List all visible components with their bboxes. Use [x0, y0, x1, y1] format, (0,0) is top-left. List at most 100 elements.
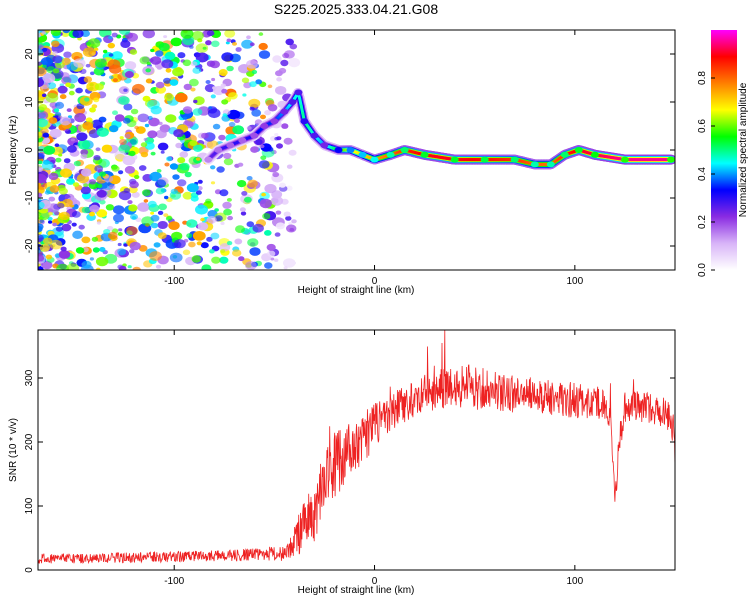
- spectrogram-noise-cell: [246, 59, 258, 69]
- spectrogram-noise-cell: [251, 109, 262, 117]
- x-tick-label: 0: [372, 276, 378, 287]
- spectrogram-noise-cell: [258, 32, 264, 36]
- spectrogram-noise-cell: [139, 56, 150, 65]
- spectrogram-noise-cell: [52, 51, 58, 56]
- snr-x-axis-label: Height of straight line (km): [298, 585, 415, 596]
- spectrogram-noise-cell: [261, 192, 266, 197]
- spectrogram-noise-cell: [113, 213, 124, 223]
- figure-title: S225.2025.333.04.21.G08: [274, 1, 438, 17]
- spectrogram-noise-cell: [227, 215, 234, 221]
- spectrogram-noise-cell: [158, 203, 168, 211]
- spectrogram-noise-cell: [58, 115, 63, 119]
- spectrogram-noise-cell: [54, 143, 60, 147]
- spectrogram-noise-cell: [163, 213, 169, 218]
- spectrogram-noise-cell: [248, 98, 261, 108]
- spectrogram-noise-cell: [129, 249, 135, 254]
- spectrogram-noise-cell: [186, 233, 193, 239]
- spectrogram-noise-cell: [200, 217, 205, 222]
- spectrogram-noise-cell: [170, 37, 182, 47]
- spectrogram-ridge-point: [260, 123, 269, 129]
- spectrogram-noise-cell: [283, 266, 288, 270]
- spectrogram-noise-cell: [38, 201, 45, 210]
- spectrogram-noise-cell: [114, 114, 125, 122]
- spectrogram-noise-cell: [38, 166, 43, 173]
- spectrogram-ridge-point: [250, 132, 259, 139]
- spectrogram-ridge-point: [288, 99, 297, 105]
- spectrogram-noise-cell: [38, 110, 49, 120]
- spectrogram-noise-cell: [42, 132, 49, 138]
- spectrogram-noise-cell: [50, 30, 62, 37]
- spectrogram-noise-cell: [172, 174, 180, 180]
- spectrogram-noise-cell: [155, 81, 165, 89]
- spectrogram-noise-cell: [74, 113, 86, 123]
- spectrogram-noise-cell: [264, 230, 272, 236]
- spectrogram-noise-cell: [38, 61, 42, 66]
- spectrogram-ridge-point: [400, 147, 409, 153]
- spectrogram-noise-cell: [132, 83, 145, 94]
- spectrogram-noise-cell: [226, 38, 232, 43]
- spectrogram-noise-cell: [232, 249, 242, 257]
- spectrogram-noise-cell: [140, 142, 148, 148]
- spectrogram-noise-cell: [190, 61, 198, 67]
- spectrogram-noise-cell: [165, 114, 177, 123]
- spectrogram-noise-cell: [124, 61, 137, 70]
- spectrogram-noise-cell: [94, 47, 99, 51]
- spectrogram-noise-cell: [259, 198, 272, 209]
- spectrogram-noise-cell: [249, 42, 255, 47]
- spectrogram-noise-cell: [251, 69, 258, 75]
- spectrogram-noise-cell: [39, 243, 50, 252]
- spectrogram-noise-cell: [145, 68, 151, 73]
- spectrogram-noise-cell: [58, 187, 68, 195]
- spectrogram-noise-cell: [57, 85, 68, 94]
- spectrogram-noise-cell: [262, 213, 271, 220]
- spectrogram-noise-cell: [105, 204, 114, 211]
- spectrogram-ridge-point: [386, 151, 395, 158]
- spectrogram-noise-cell: [55, 226, 63, 232]
- spectrogram-noise-cell: [211, 40, 220, 48]
- spectrogram-noise-cell: [148, 117, 160, 127]
- snr-line-layer: [38, 330, 675, 565]
- spectrogram-noise-cell: [96, 127, 109, 137]
- spectrogram-noise-cell: [82, 47, 96, 58]
- spectrogram-noise-cell: [117, 232, 123, 236]
- x-tick-label: -100: [164, 276, 184, 287]
- spectrogram-noise-cell: [38, 234, 44, 243]
- spectrogram-noise-cell: [96, 221, 101, 225]
- spectrogram-noise-cell: [247, 179, 258, 188]
- spectrogram-noise-cell: [197, 179, 203, 184]
- spectrogram-noise-cell: [247, 238, 259, 247]
- spectrogram-noise-cell: [169, 79, 179, 86]
- spectrogram-noise-cell: [274, 133, 279, 137]
- spectrogram-noise-cell: [38, 152, 45, 160]
- spectrogram-noise-cell: [52, 222, 57, 227]
- spectrogram-noise-cell: [226, 65, 234, 72]
- spectrogram-noise-cell: [172, 67, 184, 77]
- spectrogram-noise-cell: [195, 52, 209, 63]
- spectrogram-noise-cell: [99, 171, 106, 177]
- x-tick-label: 0: [372, 576, 378, 587]
- spectrogram-noise-cell: [264, 262, 273, 269]
- spectrogram-noise-cell: [118, 170, 124, 175]
- spectrogram-noise-cell: [164, 93, 174, 101]
- spectrogram-ridge-point: [204, 156, 213, 163]
- spectrogram-noise-cell: [82, 121, 94, 130]
- spectrogram-ridge-point: [510, 156, 519, 163]
- spectrogram-noise-cell: [73, 182, 80, 187]
- spectrogram-noise-cell: [272, 171, 280, 178]
- spectrogram-noise-cell: [43, 237, 53, 245]
- spectrogram-noise-cell: [71, 222, 77, 227]
- spectrogram-noise-cell: [195, 43, 209, 53]
- spectrogram-noise-cell: [120, 40, 131, 48]
- spectrogram-noise-cell: [145, 78, 153, 84]
- spectrogram-noise-cell: [170, 188, 178, 195]
- spectrogram-noise-cell: [223, 158, 234, 166]
- colorbar-tick-label: 0.4: [697, 167, 708, 181]
- spectrogram-noise-cell: [61, 223, 72, 232]
- spectrogram-noise-cell: [38, 223, 44, 231]
- spectrogram-noise-cell: [143, 199, 149, 203]
- spectrogram-noise-cell: [41, 260, 53, 270]
- spectrogram-noise-cell: [38, 160, 43, 165]
- spectrogram-noise-cell: [249, 247, 261, 256]
- colorbar: 0.0 0.2 0.4 0.6 0.8 Normalized spectral ampl…: [697, 30, 749, 277]
